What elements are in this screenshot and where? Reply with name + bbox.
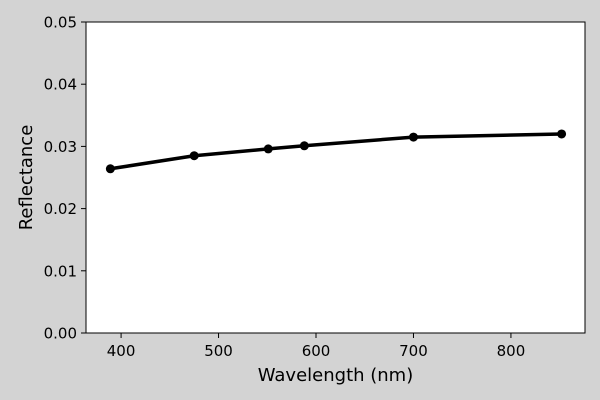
y-tick-label: 0.03	[44, 138, 77, 156]
y-tick-label: 0.04	[44, 76, 77, 94]
x-tick-label: 600	[302, 342, 331, 360]
y-tick-label: 0.00	[44, 325, 77, 343]
x-tick-label: 700	[399, 342, 428, 360]
series-layer	[105, 129, 567, 174]
data-point	[299, 141, 309, 151]
y-tick-label: 0.01	[44, 262, 77, 280]
data-point	[408, 132, 418, 142]
data-point	[557, 129, 567, 139]
y-tick-label: 0.02	[44, 200, 77, 218]
x-tick-label: 800	[497, 342, 526, 360]
y-axis-label: Reflectance	[16, 125, 37, 231]
x-axis-label: Wavelength (nm)	[258, 365, 414, 386]
data-point	[105, 164, 115, 174]
data-point	[189, 151, 199, 161]
y-axis-ticks: 0.00 0.01 0.02 0.03 0.04 0.05	[44, 14, 86, 343]
x-tick-label: 400	[107, 342, 136, 360]
plot-area	[85, 21, 586, 334]
y-tick-label: 0.05	[44, 14, 77, 32]
x-tick-label: 500	[204, 342, 233, 360]
x-axis-ticks: 400 500 600 700 800	[107, 333, 525, 360]
series-line	[108, 132, 564, 171]
data-point	[263, 144, 273, 154]
